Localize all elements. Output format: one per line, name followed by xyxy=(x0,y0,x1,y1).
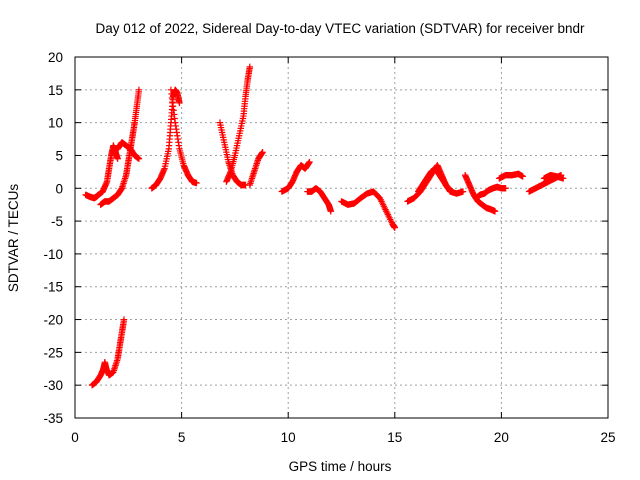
series-arc12 xyxy=(304,185,335,215)
data-point xyxy=(491,208,499,215)
grid-layer xyxy=(75,57,608,418)
data-layer xyxy=(82,63,567,389)
data-point xyxy=(246,63,254,71)
y-tick-label: 5 xyxy=(55,148,63,163)
data-point xyxy=(306,158,313,166)
series-arc2 xyxy=(99,359,111,376)
series-arc20 xyxy=(540,171,567,182)
data-point xyxy=(114,155,121,162)
x-tick-label: 10 xyxy=(281,430,296,445)
y-tick-label: -35 xyxy=(43,411,63,426)
series-arc4 xyxy=(97,86,143,208)
data-point xyxy=(135,86,143,94)
chart-title: Day 012 of 2022, Sidereal Day-to-day VTE… xyxy=(96,21,585,36)
y-tick-label: -25 xyxy=(43,345,63,360)
x-axis-label: GPS time / hours xyxy=(289,459,392,474)
data-point xyxy=(193,179,200,187)
y-tick-label: -20 xyxy=(43,313,63,328)
y-tick-label: -5 xyxy=(51,214,63,229)
data-point xyxy=(103,368,111,376)
series-arc11 xyxy=(278,158,313,195)
data-point xyxy=(259,148,266,156)
data-point xyxy=(120,316,128,323)
series-arc1 xyxy=(88,316,128,389)
series-arc18 xyxy=(496,170,526,182)
data-point xyxy=(449,188,456,195)
y-tick-label: 20 xyxy=(48,50,63,65)
y-tick-label: 0 xyxy=(55,181,63,196)
data-point xyxy=(135,155,143,162)
y-tick-label: -15 xyxy=(43,280,63,295)
y-tick-label: 10 xyxy=(48,116,63,131)
series-arc5 xyxy=(114,139,143,162)
y-tick-label: -10 xyxy=(43,247,63,262)
y-tick-label: -30 xyxy=(43,378,63,393)
data-point xyxy=(560,175,567,182)
series-arc15 xyxy=(415,165,456,195)
tick-layer: 0 5 10 15 20 25 -35 -30 -25 -20 -15 -10 -5 0 5 10 15 20 xyxy=(43,50,615,445)
series-arc16 xyxy=(461,171,499,215)
series-arc6 xyxy=(148,86,183,192)
series-arc13 xyxy=(338,188,398,231)
y-axis-label: SDTVAR / TECUs xyxy=(6,184,21,293)
x-tick-label: 5 xyxy=(178,430,186,445)
series-arc3 xyxy=(82,142,121,202)
plot-frame xyxy=(74,56,609,419)
data-point xyxy=(176,99,183,107)
y-tick-label: 15 xyxy=(48,83,63,98)
x-tick-label: 25 xyxy=(600,430,615,445)
data-point xyxy=(327,208,335,215)
series-arc9 xyxy=(223,63,254,185)
series-arc8 xyxy=(216,119,249,189)
data-point xyxy=(502,185,509,192)
data-point xyxy=(459,188,467,195)
x-tick-label: 20 xyxy=(494,430,509,445)
x-tick-label: 15 xyxy=(387,430,402,445)
data-point xyxy=(391,224,398,231)
series-arc10 xyxy=(246,148,266,189)
data-point xyxy=(519,173,526,180)
x-tick-label: 0 xyxy=(71,430,79,445)
series-arc17 xyxy=(472,183,509,202)
series-arc7 xyxy=(167,86,200,187)
